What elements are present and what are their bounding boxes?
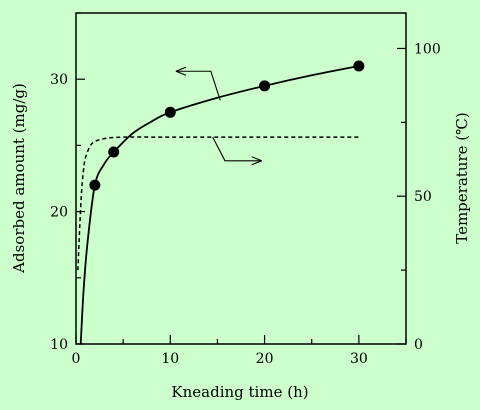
data-point	[353, 60, 365, 72]
y-tick-label: 10	[50, 337, 68, 353]
right-arrowhead	[251, 156, 262, 166]
x-tick-label: 10	[161, 351, 179, 367]
x-axis-label: Kneading time (h)	[171, 383, 308, 401]
left-axis-pointer	[175, 70, 221, 101]
plot-frame	[75, 12, 407, 345]
data-point	[89, 179, 101, 191]
right-axis-pointer	[212, 136, 262, 162]
left-arrowhead	[175, 66, 187, 76]
data-point	[164, 106, 176, 118]
x-tick-label: 0	[72, 351, 81, 367]
curves-group	[77, 65, 360, 345]
y2-axis-label: Temperature (℃)	[453, 112, 471, 244]
y-tick-label: 30	[50, 72, 68, 88]
data-point	[108, 146, 120, 158]
x-tick-label: 30	[350, 351, 368, 367]
y-axis-label: Adsorbed amount (mg/g)	[10, 83, 28, 274]
y2-tick-label: 0	[414, 337, 423, 353]
y2-tick-label: 100	[414, 41, 441, 57]
x-tick-label: 20	[256, 351, 274, 367]
annotation-arrows	[175, 66, 262, 166]
y2-tick-label: 50	[414, 189, 432, 205]
temperature-curve	[77, 136, 359, 271]
adsorption-curve	[79, 65, 360, 345]
data-point	[259, 80, 271, 92]
markers-group	[89, 60, 365, 191]
axes-group	[75, 12, 407, 345]
y-tick-label: 20	[50, 205, 68, 221]
